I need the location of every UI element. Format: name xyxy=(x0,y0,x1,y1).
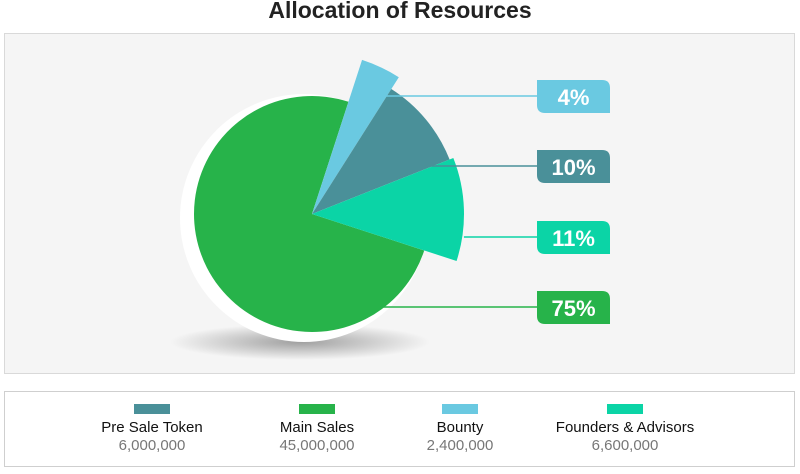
chart-title: Allocation of Resources xyxy=(268,0,532,23)
legend-panel: Pre Sale Token 6,000,000 Main Sales 45,0… xyxy=(4,391,795,467)
legend-value: 6,000,000 xyxy=(118,437,186,454)
pie-slice-pre-sale-token xyxy=(312,89,450,214)
legend-item-pre-sale-token: Pre Sale Token 6,000,000 xyxy=(52,404,252,455)
percent-label-pre-sale-token: 10% xyxy=(551,155,595,180)
percent-tag-founders-advisors xyxy=(537,221,610,254)
percent-tag-bounty xyxy=(537,80,610,113)
pie-slice-founders-advisors xyxy=(312,158,464,261)
percent-label-founders-advisors: 11% xyxy=(552,226,595,251)
pie-slice-main-sales xyxy=(193,95,425,333)
legend-label: Main Sales xyxy=(279,419,355,436)
legend-label: Pre Sale Token xyxy=(101,419,203,436)
percent-tag-main-sales xyxy=(537,291,610,324)
legend-item-main-sales: Main Sales 45,000,000 xyxy=(217,404,417,455)
legend-label: Founders & Advisors xyxy=(555,419,695,436)
legend-value: 45,000,000 xyxy=(279,437,355,454)
legend-swatch xyxy=(299,404,335,414)
legend-item-founders-advisors: Founders & Advisors 6,600,000 xyxy=(525,404,725,455)
percent-label-main-sales: 75% xyxy=(551,296,595,321)
percent-label-bounty: 4% xyxy=(558,85,590,110)
legend-swatch xyxy=(607,404,643,414)
percent-tag-pre-sale-token xyxy=(537,150,610,183)
legend-label: Bounty xyxy=(436,419,484,436)
legend-swatch xyxy=(442,404,478,414)
legend-value: 6,600,000 xyxy=(591,437,659,454)
pie-chart: 4% 10% 11% 75% xyxy=(170,59,610,360)
pie-shadow xyxy=(170,324,430,360)
legend-item-bounty: Bounty 2,400,000 xyxy=(360,404,560,455)
pie-slice-bounty xyxy=(312,59,399,214)
legend-value: 2,400,000 xyxy=(426,437,494,454)
legend-swatch xyxy=(134,404,170,414)
